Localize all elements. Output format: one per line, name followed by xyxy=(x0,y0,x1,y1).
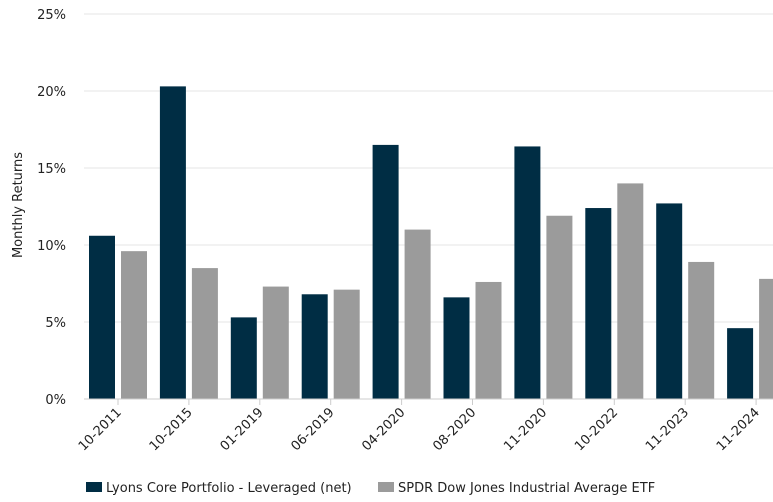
bar-spdr-11-2023 xyxy=(688,261,715,399)
bar-spdr-10-2015 xyxy=(191,268,218,399)
bar-lyons-08-2020 xyxy=(443,297,470,399)
x-tick-label: 08-2020 xyxy=(430,405,479,454)
x-tick-label: 10-2022 xyxy=(572,405,621,454)
x-tick-label: 11-2023 xyxy=(643,405,692,454)
y-tick-label: 5% xyxy=(45,316,66,331)
x-tick-label: 11-2024 xyxy=(714,405,763,454)
bar-lyons-04-2020 xyxy=(372,144,399,399)
y-tick-label: 0% xyxy=(45,393,66,408)
bars xyxy=(89,86,773,399)
bar-lyons-10-2022 xyxy=(585,208,612,399)
bar-lyons-01-2019 xyxy=(230,317,257,399)
y-tick-label: 20% xyxy=(37,85,66,100)
bar-lyons-11-2020 xyxy=(514,146,541,399)
y-tick-label: 10% xyxy=(37,239,66,254)
y-tick-label: 15% xyxy=(37,162,66,177)
x-tick-label: 04-2020 xyxy=(359,405,408,454)
bar-spdr-04-2020 xyxy=(404,229,431,399)
bar-spdr-10-2011 xyxy=(121,251,147,399)
x-tick-label: 11-2020 xyxy=(501,405,550,454)
bar-spdr-08-2020 xyxy=(475,281,502,399)
x-tick-label: 01-2019 xyxy=(218,405,267,454)
bar-lyons-11-2023 xyxy=(656,203,683,399)
bar-lyons-10-2011 xyxy=(89,235,115,399)
bar-spdr-06-2019 xyxy=(333,289,360,399)
y-axis-title: Monthly Returns xyxy=(11,152,26,258)
legend-label: SPDR Dow Jones Industrial Average ETF xyxy=(398,481,655,496)
bar-spdr-01-2019 xyxy=(262,286,289,399)
bar-lyons-06-2019 xyxy=(301,294,328,399)
bar-spdr-11-2020 xyxy=(546,215,573,399)
x-tick-label: 06-2019 xyxy=(289,405,338,454)
legend: Lyons Core Portfolio - Leveraged (net) SP… xyxy=(86,481,655,496)
bar-spdr-10-2022 xyxy=(617,183,644,399)
x-tick-label: 10-2015 xyxy=(147,405,196,454)
legend-label: Lyons Core Portfolio - Leveraged (net) xyxy=(106,481,352,496)
y-tick-label: 25% xyxy=(37,8,66,23)
legend-swatch xyxy=(86,482,102,492)
bar-lyons-10-2015 xyxy=(159,86,186,399)
bar-lyons-11-2024 xyxy=(727,328,754,399)
bar-spdr-11-2024 xyxy=(759,278,773,399)
legend-swatch xyxy=(378,482,394,492)
x-tick-label: 10-2011 xyxy=(76,405,125,454)
